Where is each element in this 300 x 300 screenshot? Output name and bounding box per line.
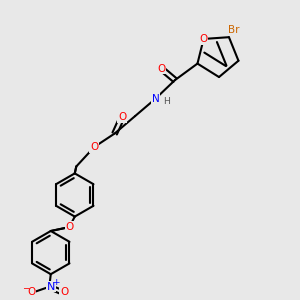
Text: O: O xyxy=(60,287,68,297)
Text: +: + xyxy=(52,278,60,287)
Text: O: O xyxy=(65,222,74,232)
Text: −: − xyxy=(22,283,30,292)
Text: Br: Br xyxy=(228,25,239,35)
Text: O: O xyxy=(200,34,208,44)
Text: N: N xyxy=(46,282,55,292)
Text: H: H xyxy=(164,97,170,106)
Text: N: N xyxy=(152,94,159,104)
Text: O: O xyxy=(90,142,98,152)
Text: O: O xyxy=(27,287,35,297)
Text: O: O xyxy=(118,112,126,122)
Text: O: O xyxy=(157,64,166,74)
